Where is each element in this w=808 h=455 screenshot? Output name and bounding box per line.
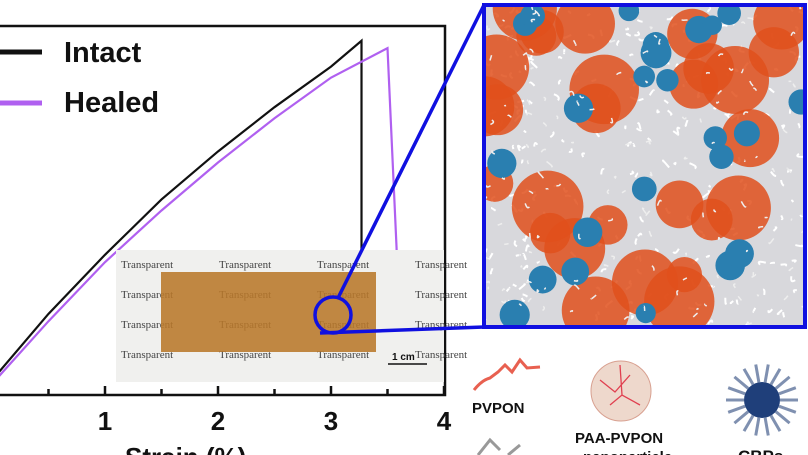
paa-pvpon-sublabel: nanoparticle (583, 449, 672, 455)
paa-domain (484, 84, 524, 136)
cbp-particle (788, 89, 805, 115)
cbp-particle (563, 93, 594, 123)
legend-label-healed: Healed (64, 87, 159, 119)
cbp-particle (635, 303, 656, 324)
plot-frame (0, 24, 447, 397)
watermark-text: Transparent (317, 259, 369, 271)
watermark-text: Transparent (415, 289, 467, 301)
watermark-text: Transparent (121, 259, 173, 271)
zoom-line-top (336, 4, 486, 299)
cbp-particle (703, 126, 727, 150)
watermark-text: Transparent (121, 319, 173, 331)
paa-domain (655, 180, 704, 229)
cbp-particle (656, 69, 679, 92)
film-sample (161, 272, 376, 352)
watermark-text: Transparent (415, 259, 467, 271)
paa-pvpon-label: PAA-PVPON (575, 430, 663, 447)
paa-domain (529, 212, 571, 254)
paa-domain (484, 34, 530, 100)
cbp-icon (726, 364, 798, 436)
paa-domain (555, 5, 615, 54)
cbp-particle (528, 265, 557, 294)
pvpon-label: PVPON (472, 400, 525, 417)
pvpon-chain-icon (472, 357, 541, 391)
cbp-particle (725, 239, 754, 269)
cbp-particle (733, 120, 760, 147)
x-tick-label: 3 (324, 406, 338, 436)
paa-domain (683, 43, 734, 94)
cbp-particle (640, 37, 672, 69)
cbp-particle (499, 299, 530, 327)
x-axis-label: Strain (%) (125, 442, 246, 455)
paa-domain (644, 266, 715, 327)
series-line-intact (0, 38, 363, 373)
series-line-healed (0, 46, 400, 377)
cbp-particle (702, 15, 722, 36)
watermark-text: Transparent (121, 289, 173, 301)
cbp-particle (572, 217, 603, 247)
x-tick-label: 2 (211, 406, 225, 436)
paa-pvpon-nanoparticle-icon (590, 360, 652, 422)
cbp-particle (709, 144, 734, 169)
component-legend: PVPON PAA-PVPON nanoparticle CBPs (472, 357, 798, 455)
cbp-particle (618, 5, 640, 22)
cbp-particle (633, 65, 656, 88)
watermark-text: Transparent (415, 349, 467, 361)
cbp-particle (520, 5, 545, 29)
legend: Intact Healed (0, 37, 159, 119)
cbp-particle (717, 5, 741, 26)
cbp-particle (487, 148, 517, 178)
simulation-snapshot (482, 3, 807, 329)
legend-label-intact: Intact (64, 37, 142, 69)
paa-domain (753, 5, 805, 50)
cbps-label: CBPs (738, 447, 783, 455)
x-tick-label: 4 (437, 406, 452, 436)
inset-photo: Transparent Transparent Transparent Transpa… (116, 250, 467, 382)
cbp-particle (561, 257, 590, 286)
cbp-particle (631, 176, 657, 202)
scale-bar-label: 1 cm (392, 352, 415, 363)
watermark-text: Transparent (121, 349, 173, 361)
partial-icon (476, 437, 521, 455)
watermark-text: Transparent (219, 259, 271, 271)
zoom-line-bottom (319, 325, 485, 335)
x-tick-label: 1 (98, 406, 112, 436)
